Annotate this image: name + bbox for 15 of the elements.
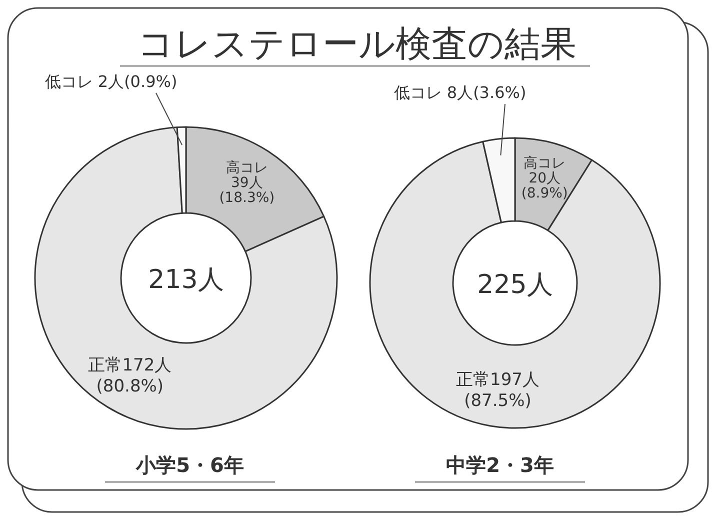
slice-label: 正常172人(80.8%) <box>88 355 172 396</box>
donut-slice <box>370 140 661 429</box>
data-label: 20人(8.9%) <box>521 170 568 202</box>
text: 225人 <box>477 270 553 300</box>
text: 小学5・6年 <box>135 453 244 477</box>
text: 213人 <box>148 265 224 295</box>
data-label: 39人(18.3%) <box>219 175 275 206</box>
slice-label: 高コレ <box>524 156 566 172</box>
text: 中学2・3年 <box>446 453 554 477</box>
slice-label: 低コレ 2人(0.9%) <box>44 72 178 91</box>
slice-label: 正常197人(87.5%) <box>456 370 540 412</box>
slice-label: 高コレ <box>226 160 268 176</box>
chart-title: コレステロール検査の結果 <box>138 24 576 65</box>
slice-label: 低コレ 8人(3.6%) <box>394 83 526 102</box>
donut-slice <box>34 126 338 430</box>
